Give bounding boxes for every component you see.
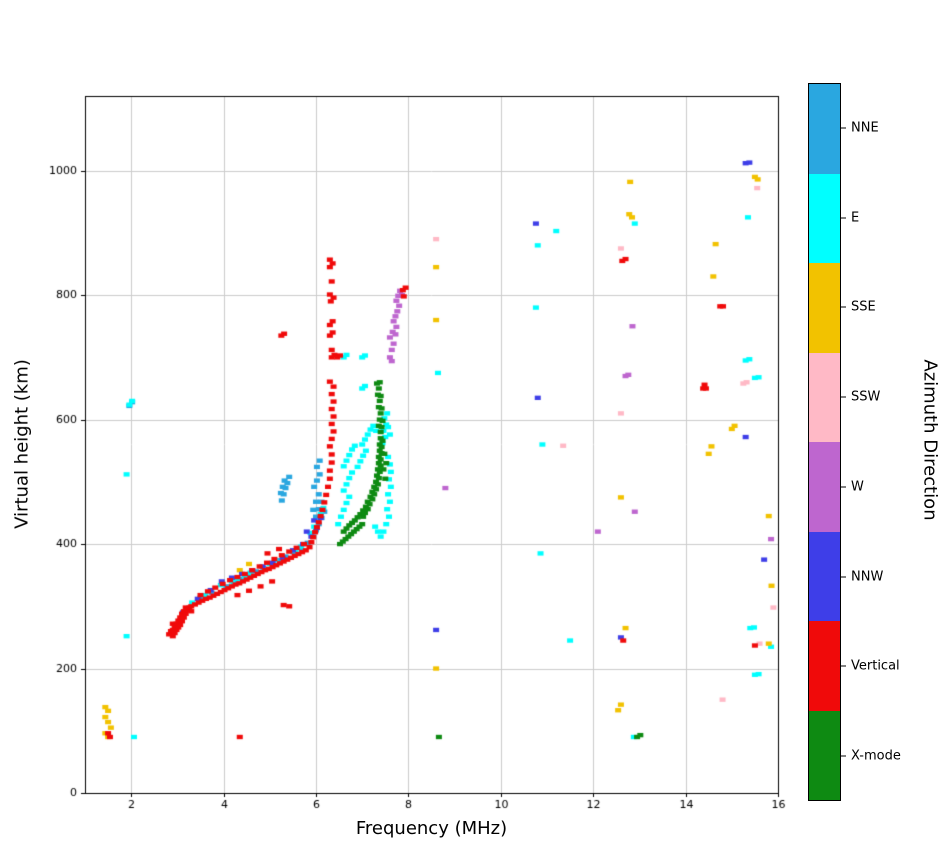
colorbar-category-text: W bbox=[851, 479, 864, 495]
colorbar-segment-w bbox=[809, 442, 840, 532]
colorbar-labels: NNE E SSE SSW W NNW Vertical X-mode bbox=[841, 83, 951, 801]
x-axis-label: Frequency (MHz) bbox=[355, 818, 508, 839]
colorbar-tick-label-nne: NNE bbox=[841, 120, 879, 135]
colorbar-category-text: SSW bbox=[851, 389, 881, 405]
colorbar-tick-label-vertical: Vertical bbox=[841, 659, 900, 674]
colorbar-tick-mark bbox=[841, 217, 846, 219]
colorbar-tick-mark bbox=[841, 396, 846, 398]
colorbar-category-text: NNW bbox=[851, 569, 884, 585]
colorbar-tick-mark bbox=[841, 755, 846, 757]
colorbar-segment-x-mode bbox=[809, 710, 840, 800]
colorbar-segment-nnw bbox=[809, 531, 840, 621]
colorbar-category-text: E bbox=[851, 210, 860, 226]
colorbar-segment-sse bbox=[809, 263, 840, 353]
colorbar-tick-label-ssw: SSW bbox=[841, 390, 880, 405]
colorbar-tick-mark bbox=[841, 306, 846, 308]
colorbar-category-text: Vertical bbox=[851, 658, 900, 674]
colorbar-category-text: X-mode bbox=[851, 748, 901, 764]
colorbar-tick-mark bbox=[841, 576, 846, 578]
colorbar-tick-label-e: E bbox=[841, 210, 859, 225]
colorbar-segment-vertical bbox=[809, 621, 840, 711]
colorbar-tick-mark bbox=[841, 486, 846, 488]
colorbar-segment-e bbox=[809, 173, 840, 263]
colorbar-segments bbox=[808, 83, 841, 801]
colorbar-tick-mark bbox=[841, 127, 846, 129]
colorbar-tick-label-x-mode: X-mode bbox=[841, 749, 901, 764]
colorbar-tick-mark bbox=[841, 665, 846, 667]
colorbar-category-text: NNE bbox=[851, 120, 879, 136]
colorbar-segment-ssw bbox=[809, 352, 840, 442]
colorbar: NNE E SSE SSW W NNW Vertical X-mode bbox=[808, 83, 901, 801]
colorbar-segment-nne bbox=[809, 84, 840, 174]
y-axis-label: Virtual height (km) bbox=[11, 359, 33, 529]
colorbar-axis-label: Azimuth Direction bbox=[919, 359, 941, 521]
colorbar-tick-label-sse: SSE bbox=[841, 300, 876, 315]
colorbar-tick-label-nnw: NNW bbox=[841, 569, 883, 584]
colorbar-tick-label-w: W bbox=[841, 479, 864, 494]
colorbar-category-text: SSE bbox=[851, 299, 876, 315]
